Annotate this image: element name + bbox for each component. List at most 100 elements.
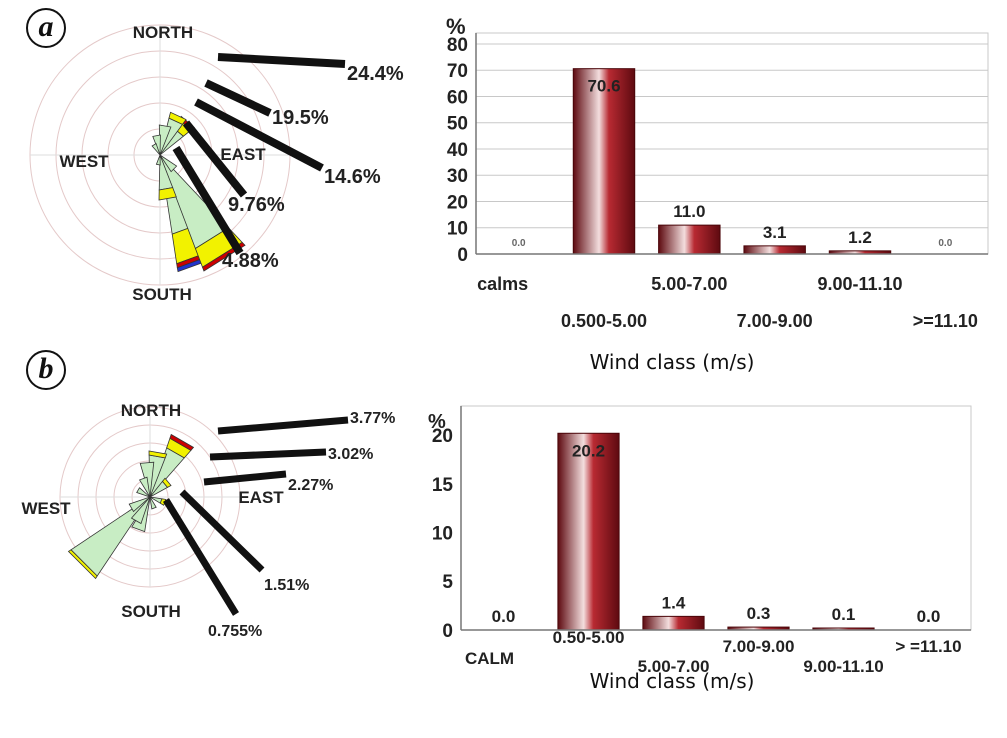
chart-b-category-label: 7.00-9.00: [723, 637, 795, 656]
chart-a-category-label: 9.00-11.10: [817, 274, 902, 294]
chart-a-data-label: 11.0: [673, 202, 705, 221]
rose-b-petal: [139, 476, 151, 498]
chart-b-category-labels: CALM 0.50-5.00 5.00-7.00 7.00-9.00 9.00-11.1…: [465, 628, 962, 676]
rose-b-leader-line: [163, 498, 239, 616]
rose-a-ring-label: 4.88%: [222, 250, 279, 272]
rose-a-petal: [151, 143, 161, 156]
rose-b-leader-line: [203, 470, 287, 486]
chart-a-y-tick-label: 10: [447, 219, 468, 240]
rose-a-leader-line: [182, 120, 248, 198]
chart-b-plot-frame: [460, 405, 972, 631]
rose-b-ring-label: 0.755%: [208, 623, 262, 640]
rose-b-ring-label: 1.51%: [264, 577, 309, 594]
rose-b-leader-line: [217, 416, 349, 435]
chart-a-bar: [658, 224, 721, 255]
chart-a-category-label: calms: [477, 274, 528, 294]
chart-b-y-ticks: 0 5 10 15 20: [432, 426, 454, 642]
wind-rose-a: NORTH SOUTH EAST WEST 24.4% 19.5% 14.6% …: [29, 23, 404, 304]
chart-b-category-label: 9.00-11.10: [803, 657, 883, 676]
chart-a-y-tick-label: 0: [457, 245, 468, 266]
chart-a-y-tick-label: 20: [447, 192, 468, 213]
chart-b-data-label: 0.0: [492, 607, 516, 626]
chart-b-category-label: 5.00-7.00: [638, 657, 710, 676]
chart-b-y-tick-label: 0: [442, 621, 453, 642]
chart-a-data-labels: 0.0 70.6 11.0 3.1 1.2 0.0: [512, 77, 953, 249]
rose-b-west-label: WEST: [21, 499, 71, 518]
chart-a-y-tick-label: 70: [447, 61, 468, 82]
rose-a-ring-label: 9.76%: [228, 194, 285, 216]
rose-b-east-label: EAST: [238, 488, 284, 507]
chart-a-data-label: 0.0: [512, 238, 526, 249]
rose-a-ring-label: 19.5%: [272, 107, 329, 129]
rose-a-east-label: EAST: [220, 145, 266, 164]
rose-a-ring-label: 14.6%: [324, 166, 381, 188]
chart-b-y-tick-label: 15: [432, 475, 454, 496]
chart-b-x-axis-title: Wind class (m/s): [590, 669, 755, 693]
chart-b-y-tick-label: 10: [432, 523, 453, 544]
chart-a-y-ticks: 0 10 20 30 40 50 60 70 80: [447, 35, 468, 266]
chart-b-data-labels: 0.0 20.2 1.4 0.3 0.1 0.0: [492, 441, 941, 626]
chart-a-y-axis-label: %: [446, 14, 466, 39]
rose-b-petal: [67, 549, 98, 580]
chart-a-x-axis-title: Wind class (m/s): [590, 350, 755, 374]
rose-a-west-label: WEST: [59, 152, 109, 171]
rose-b-leader-line: [209, 448, 327, 461]
chart-b-data-label: 1.4: [662, 593, 686, 612]
rose-a-leader-line: [204, 79, 272, 117]
rose-b-south-label: SOUTH: [121, 602, 181, 621]
chart-b-data-label: 20.2: [572, 441, 605, 460]
rose-b-petal: [130, 496, 151, 525]
panel-letter-a: a: [26, 8, 66, 48]
chart-a-plot-frame: [475, 32, 989, 255]
rose-a-ring-label: 24.4%: [347, 63, 404, 85]
chart-a-category-label: 5.00-7.00: [651, 274, 727, 294]
chart-b-category-label: > =11.10: [895, 637, 961, 656]
bar-chart-a: 0 10 20 30 40 50 60 70 80 0.0 70.6 11.0 3.1 1.2 0.0 c…: [446, 14, 989, 374]
chart-b-data-label: 0.0: [917, 607, 941, 626]
rose-b-ring-label: 3.02%: [328, 446, 373, 463]
chart-a-data-label: 3.1: [763, 223, 787, 242]
chart-b-y-axis-label: %: [428, 411, 446, 433]
chart-a-y-tick-label: 60: [447, 87, 468, 108]
rose-a-leader-line: [172, 145, 244, 256]
chart-a-y-tick-label: 40: [447, 140, 468, 161]
chart-a-y-tick-label: 80: [447, 35, 468, 56]
rose-b-petal: [136, 487, 151, 498]
rose-b-leader-line: [179, 489, 265, 573]
chart-a-data-label: 70.6: [587, 77, 620, 96]
chart-a-bar: [743, 245, 806, 255]
chart-b-bar: [557, 432, 620, 631]
rose-b-ring-label: 3.77%: [350, 410, 395, 427]
chart-b-bar: [642, 615, 705, 631]
chart-a-category-label: 0.500-5.00: [561, 311, 647, 331]
rose-b-rings: [59, 406, 241, 588]
rose-a-leader-line: [194, 98, 324, 172]
chart-a-y-tick-label: 30: [447, 166, 468, 187]
chart-b-data-label: 0.3: [747, 604, 771, 623]
chart-a-bars: [572, 68, 892, 255]
chart-a-category-labels: calms 0.500-5.005.00-7.00 7.00-9.009.00-11…: [477, 274, 978, 331]
rose-b-petal: [159, 498, 167, 506]
rose-b-ring-label: 2.27%: [288, 477, 333, 494]
rose-a-leader-line: [217, 53, 346, 68]
rose-b-petal: [169, 433, 195, 451]
wind-rose-b: NORTH SOUTH EAST WEST 3.77% 3.02% 2.27% …: [21, 401, 395, 640]
chart-b-category-label: 0.50-5.00: [553, 628, 625, 647]
chart-a-gridlines: [476, 43, 988, 229]
chart-b-y-tick-label: 5: [442, 572, 453, 593]
rose-a-petal: [158, 187, 177, 201]
chart-a-category-label: >=11.10: [913, 311, 978, 331]
chart-a-bar: [572, 68, 636, 255]
chart-b-bars: [557, 432, 875, 631]
rose-a-south-label: SOUTH: [132, 285, 192, 304]
rose-b-petal: [161, 477, 172, 488]
rose-a-petal: [159, 154, 178, 173]
chart-b-data-label: 0.1: [832, 605, 856, 624]
chart-a-category-label: 7.00-9.00: [737, 311, 813, 331]
bar-chart-b: 0 5 10 15 20 0.0 20.2 1.4 0.3 0.1 0.0 CALM 0.50-5.…: [428, 405, 972, 693]
chart-b-category-label: CALM: [465, 649, 514, 668]
panel-letter-b: b: [26, 350, 66, 390]
chart-b-y-tick-label: 20: [432, 426, 453, 447]
rose-b-north-label: NORTH: [121, 401, 181, 420]
